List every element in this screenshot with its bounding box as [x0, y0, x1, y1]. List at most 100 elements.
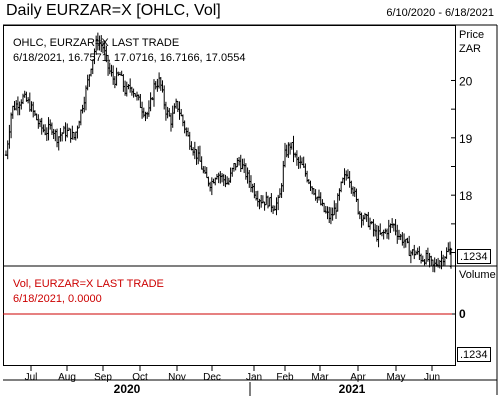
ohlc-bar: [42, 124, 44, 132]
ohlc-bar: [158, 72, 160, 88]
ohlc-bar: [117, 72, 119, 76]
ohlc-bar: [63, 126, 65, 134]
ohlc-bar: [224, 175, 226, 187]
ohlc-bar: [202, 166, 204, 173]
ohlc-bar: [206, 167, 208, 178]
ohlc-bar: [398, 230, 400, 240]
ohlc-bar: [311, 186, 313, 194]
ohlc-bar: [88, 74, 90, 87]
year-label: 2021: [339, 382, 366, 396]
ohlc-bar: [129, 78, 131, 92]
ohlc-bar: [275, 197, 277, 215]
ohlc-bar: [296, 150, 298, 166]
ohlc-bar: [81, 105, 83, 114]
ohlc-bar: [155, 81, 157, 89]
ohlc-bar: [382, 230, 384, 240]
ohlc-bar: [51, 123, 53, 135]
ohlc-bar: [41, 118, 43, 135]
volume-axis-title: Volume: [459, 269, 496, 281]
ohlc-bar: [399, 234, 401, 240]
ohlc-bar: [200, 156, 202, 169]
ohlc-bar: [7, 140, 9, 159]
ohlc-bar: [401, 232, 403, 246]
month-label: Aug: [58, 372, 76, 383]
ohlc-bar: [377, 226, 379, 247]
ohlc-bar: [195, 149, 197, 164]
ohlc-bar: [367, 212, 369, 227]
ohlc-bar: [136, 92, 138, 101]
ohlc-bar: [161, 80, 163, 92]
ohlc-bar: [265, 192, 267, 205]
ohlc-bar: [391, 218, 393, 228]
ohlc-bar: [22, 94, 24, 104]
ohlc-bar: [309, 181, 311, 191]
ohlc-bar: [374, 224, 376, 237]
ohlc-bar: [394, 219, 396, 235]
price-tick-label: 20: [459, 74, 473, 88]
ohlc-bar: [115, 68, 117, 86]
ohlc-bar: [326, 206, 328, 219]
ohlc-bar: [372, 219, 374, 236]
ohlc-bar: [362, 215, 364, 225]
ohlc-bar: [268, 198, 270, 207]
ohlc-bar: [343, 168, 345, 185]
ohlc-bar: [12, 106, 14, 119]
ohlc-bar: [126, 82, 128, 97]
volume-legend-values: 6/18/2021, 0.0000: [13, 292, 164, 307]
ohlc-bar: [182, 114, 184, 126]
ohlc-bar: [442, 255, 444, 266]
ohlc-bar: [272, 205, 274, 214]
price-legend: OHLC, EURZAR=X LAST TRADE 6/18/2021, 16.…: [13, 36, 245, 66]
ohlc-bar: [86, 75, 88, 91]
ohlc-bar: [180, 109, 182, 116]
ohlc-bar: [291, 142, 293, 149]
ohlc-bar: [122, 74, 124, 92]
ohlc-bar: [236, 158, 238, 167]
ohlc-bar: [166, 107, 168, 118]
ohlc-bar: [163, 85, 165, 109]
ohlc-bar: [165, 102, 167, 121]
ohlc-bar: [189, 132, 191, 150]
ohlc-bar: [20, 99, 22, 109]
ohlc-bar: [73, 132, 75, 140]
price-legend-values: 6/18/2021, 16.7571, 17.0716, 16.7166, 17…: [13, 51, 245, 66]
ohlc-bar: [160, 77, 162, 91]
month-label: May: [387, 372, 406, 383]
month-label: Feb: [276, 372, 294, 383]
ohlc-bar: [257, 191, 259, 207]
ohlc-bar: [8, 125, 10, 149]
ohlc-bar: [153, 79, 155, 107]
ohlc-bar: [246, 168, 248, 184]
ohlc-bar: [447, 242, 449, 252]
ohlc-bar: [110, 65, 112, 77]
volume-legend-series: Vol, EURZAR=X LAST TRADE: [13, 277, 164, 292]
ohlc-bar: [207, 177, 209, 187]
ohlc-bar: [430, 256, 432, 266]
month-label: Mar: [311, 372, 329, 383]
ohlc-bar: [149, 92, 151, 111]
ohlc-bar: [321, 199, 323, 206]
ohlc-bar: [219, 171, 221, 184]
ohlc-bar: [318, 190, 320, 201]
ohlc-bar: [139, 94, 141, 108]
ohlc-bar: [127, 84, 129, 89]
ohlc-bar: [425, 250, 427, 265]
ohlc-bar: [209, 182, 211, 192]
ohlc-bar: [233, 163, 235, 172]
ohlc-bar: [263, 202, 265, 211]
ohlc-bar: [141, 102, 143, 119]
ohlc-bar: [423, 259, 425, 265]
ohlc-bar: [39, 119, 41, 127]
ohlc-bar: [251, 184, 253, 193]
ohlc-bar: [337, 193, 339, 211]
ohlc-bar: [18, 102, 20, 116]
ohlc-bar: [47, 117, 49, 140]
ohlc-bar: [170, 113, 172, 132]
ohlc-bar: [17, 96, 19, 115]
ohlc-bar: [396, 225, 398, 244]
ohlc-bar: [114, 76, 116, 88]
ohlc-bar: [177, 101, 179, 112]
ohlc-bar: [350, 181, 352, 194]
ohlc-bar: [32, 102, 34, 118]
time-axis: Jul Aug Sep Oct Nov Dec Jan Feb Mar Apr May Jun2020…: [25, 366, 440, 396]
